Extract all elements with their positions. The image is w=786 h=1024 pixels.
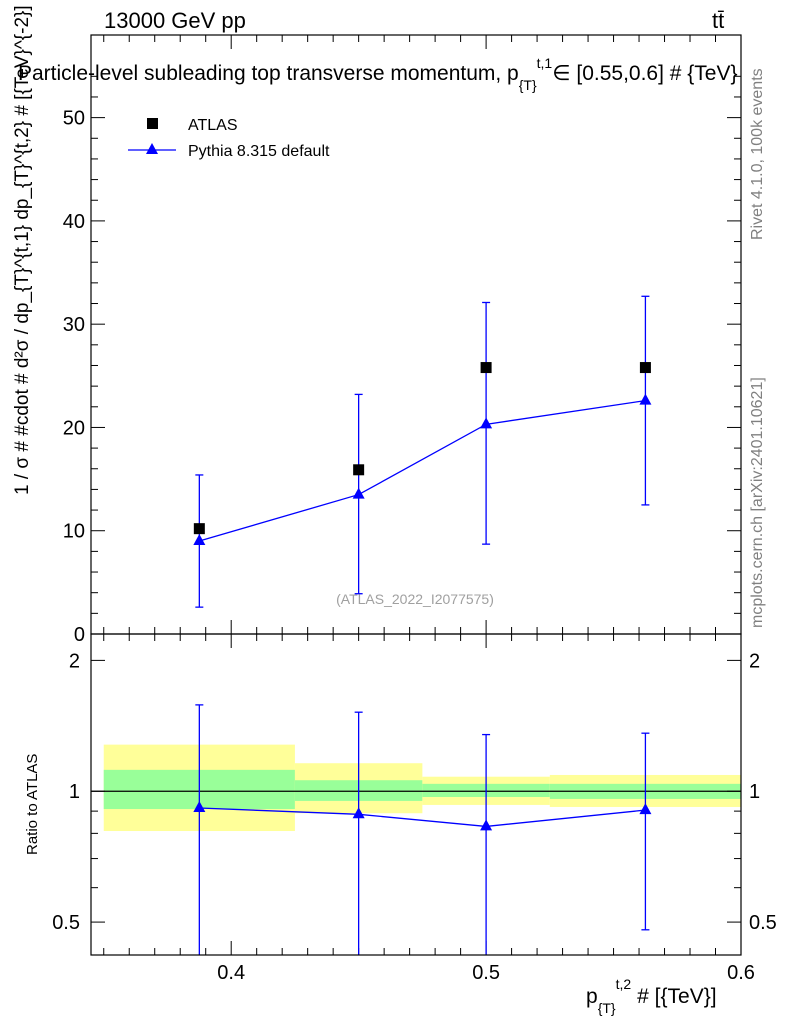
pythia-data-point bbox=[480, 417, 493, 429]
x-axis-label-main: p bbox=[586, 985, 598, 1008]
mcplots-label: mcplots.cern.ch [arXiv:2401.10621] bbox=[749, 377, 766, 628]
ratio-pythia-point bbox=[480, 819, 493, 831]
legend-pythia-label: Pythia 8.315 default bbox=[188, 143, 330, 160]
ratio-y-tick-label: 2 bbox=[69, 650, 80, 672]
ratio-y-tick-label: 1 bbox=[69, 781, 80, 803]
ratio-y-tick-label-right: 2 bbox=[749, 650, 760, 672]
ratio-series bbox=[193, 704, 652, 955]
ratio-panel: 0.5 0.5 1 1 2 2 0.4 0.5 0.6 bbox=[52, 633, 777, 984]
ratio-y-axis-label: Ratio to ATLAS bbox=[24, 754, 41, 855]
legend-atlas-marker bbox=[147, 118, 158, 129]
main-y-axis-label: 1 / σ # #cdot # d²σ / dp_{T}^{t,1} dp_{T… bbox=[12, 5, 33, 495]
main-y-tick-label: 20 bbox=[63, 417, 85, 439]
ratio-pythia-line bbox=[199, 807, 646, 828]
atlas-data-point bbox=[639, 362, 651, 374]
pythia-data-point bbox=[193, 534, 206, 546]
main-panel: 0 10 20 30 40 50 (ATLAS_2022_I2077575) bbox=[63, 34, 742, 646]
chart-title-tail: ∈ [0.55,0.6] # {TeV} bbox=[552, 62, 737, 85]
atlas-data-point bbox=[353, 464, 365, 476]
ratio-x-tick-label: 0.5 bbox=[472, 962, 500, 984]
x-axis-label-sub: {T} bbox=[598, 1000, 616, 1016]
legend-pythia-marker bbox=[146, 143, 158, 154]
main-y-tick-label: 0 bbox=[74, 624, 85, 646]
x-axis-label: p{T}t,2 # [{TeV}] bbox=[586, 976, 717, 1016]
chart-title-sup: t,1 bbox=[537, 55, 553, 71]
ratio-pythia-point bbox=[193, 801, 206, 813]
main-axis-ticks bbox=[91, 35, 742, 635]
main-y-tick-label: 30 bbox=[63, 314, 85, 336]
rivet-label: Rivet 4.1.0, 100k events bbox=[749, 68, 766, 240]
ratio-frame bbox=[90, 633, 742, 956]
pythia-data-point bbox=[352, 487, 365, 499]
x-axis-label-sup: t,2 bbox=[616, 976, 632, 992]
main-y-tick-label: 40 bbox=[63, 211, 85, 233]
main-y-tick-labels: 0 10 20 30 40 50 bbox=[63, 108, 85, 646]
ratio-axis-ticks bbox=[91, 634, 742, 955]
process-label: tt̄ bbox=[712, 8, 724, 33]
legend-atlas-label: ATLAS bbox=[188, 117, 238, 134]
chart-title: Particle-level subleading top transverse… bbox=[18, 55, 738, 93]
ratio-y-tick-label-right: 0.5 bbox=[749, 912, 777, 934]
chart-title-sub: {T} bbox=[519, 77, 537, 93]
legend: ATLAS Pythia 8.315 default bbox=[128, 117, 330, 160]
energy-label: 13000 GeV pp bbox=[104, 8, 246, 33]
ratio-pythia-point bbox=[352, 807, 365, 819]
pythia-data-point bbox=[639, 393, 652, 405]
ratio-x-tick-labels: 0.4 0.5 0.6 bbox=[217, 962, 755, 984]
chart-title-text: Particle-level subleading top transverse… bbox=[18, 62, 519, 85]
watermark: (ATLAS_2022_I2077575) bbox=[336, 591, 494, 607]
ratio-y-tick-labels: 0.5 0.5 1 1 2 2 bbox=[52, 650, 777, 934]
atlas-data-point bbox=[480, 362, 492, 374]
main-y-tick-label: 10 bbox=[63, 521, 85, 543]
pythia-line bbox=[199, 399, 646, 542]
main-series bbox=[193, 295, 652, 608]
ratio-x-tick-label: 0.4 bbox=[217, 962, 245, 984]
main-y-tick-label: 50 bbox=[63, 108, 85, 130]
atlas-data-point bbox=[193, 523, 205, 535]
x-axis-label-tail: # [{TeV}] bbox=[637, 985, 716, 1008]
ratio-x-tick-label: 0.6 bbox=[727, 962, 755, 984]
ratio-pythia-point bbox=[639, 803, 652, 815]
ratio-y-tick-label-right: 1 bbox=[749, 781, 760, 803]
ratio-y-tick-label: 0.5 bbox=[52, 912, 80, 934]
